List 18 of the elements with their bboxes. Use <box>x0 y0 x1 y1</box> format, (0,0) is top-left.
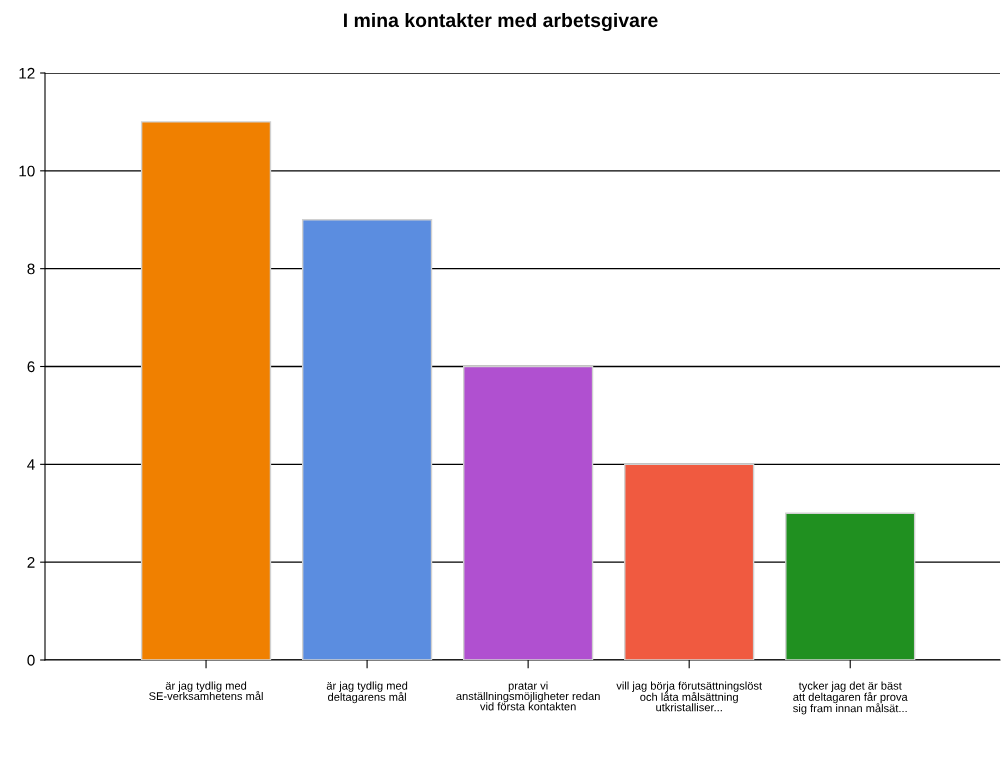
y-tick-label: 2 <box>27 557 35 568</box>
x-tick-label: vill jag börja förutsättningslöst och låta målsättning utkristalliser... <box>616 681 762 712</box>
x-tick-label: tycker jag det är bäst att deltagaren får prova sig fram innan målsät... <box>793 681 908 715</box>
bar <box>785 512 916 660</box>
x-tick-label: pratar vi anställningsmöjligheter redan vid första kontakten <box>456 681 600 711</box>
x-tick-label: är jag tydlig med deltagarens mål <box>326 681 408 704</box>
bar <box>301 219 433 660</box>
y-tick-label: 6 <box>27 361 35 373</box>
bar <box>463 365 594 660</box>
chart-title: I mina kontakter med arbetsgivare <box>344 12 658 32</box>
bar <box>140 121 272 660</box>
y-tick-label: 0 <box>27 654 35 666</box>
y-tick-label: 12 <box>19 67 35 79</box>
y-tick-label: 4 <box>27 459 35 470</box>
x-tick-label: är jag tydlig med SE-verksamhetens mål <box>149 681 263 701</box>
bar <box>624 463 755 660</box>
y-tick-label: 10 <box>19 165 35 177</box>
y-tick-label: 8 <box>27 263 35 275</box>
